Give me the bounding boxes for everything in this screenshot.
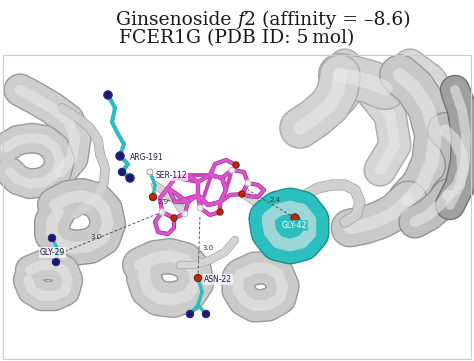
Text: Ginsenoside: Ginsenoside (116, 11, 237, 29)
Circle shape (217, 209, 223, 215)
Circle shape (147, 169, 153, 175)
Circle shape (171, 215, 177, 221)
Circle shape (53, 258, 60, 265)
Text: f: f (237, 11, 244, 29)
Circle shape (194, 274, 201, 282)
Circle shape (202, 310, 210, 318)
Circle shape (186, 310, 193, 318)
Circle shape (48, 235, 55, 242)
Text: 2 (affinity = –8.6): 2 (affinity = –8.6) (244, 11, 410, 29)
Text: 2.9: 2.9 (158, 199, 169, 205)
Circle shape (182, 211, 188, 217)
Text: ASN-22: ASN-22 (204, 275, 232, 284)
Text: GLY-42: GLY-42 (282, 221, 307, 230)
Circle shape (245, 180, 251, 186)
Circle shape (104, 91, 112, 99)
Text: FCER1G (PDB ID: 5 mol): FCER1G (PDB ID: 5 mol) (119, 29, 355, 47)
Circle shape (159, 209, 165, 215)
Text: 3.0: 3.0 (202, 245, 213, 251)
Circle shape (197, 205, 203, 211)
Text: GLY-29: GLY-29 (40, 248, 65, 257)
Circle shape (229, 167, 235, 173)
Text: 3.0: 3.0 (90, 234, 101, 240)
Text: ARG-191: ARG-191 (130, 153, 164, 162)
Text: SER-112: SER-112 (156, 171, 188, 180)
Text: 2.4: 2.4 (270, 197, 281, 203)
Circle shape (233, 162, 239, 168)
Circle shape (291, 214, 299, 222)
Circle shape (116, 152, 124, 160)
Circle shape (118, 169, 126, 175)
Circle shape (149, 193, 156, 200)
Circle shape (239, 191, 245, 197)
Bar (3, 55, 471, 359)
Circle shape (126, 174, 134, 182)
